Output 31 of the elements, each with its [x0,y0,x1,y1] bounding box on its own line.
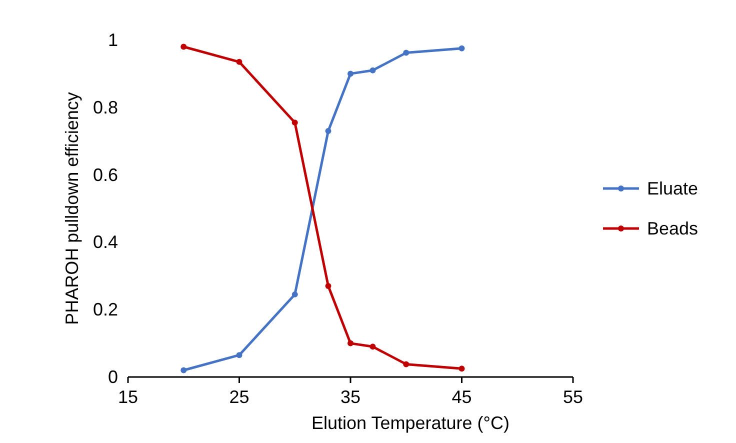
y-tick-label: 1 [108,30,118,50]
point [348,70,354,77]
point [292,120,298,126]
x-tick-label: 25 [229,387,250,407]
point [180,44,187,50]
y-tick-label: 0.6 [92,164,118,185]
legend-label: Beads [647,218,698,238]
legend-label: Eluate [647,178,698,198]
point [370,67,376,74]
point [403,361,410,368]
point [180,367,187,374]
point [370,344,376,350]
x-tick-label: 15 [118,387,138,407]
x-axis-title: Elution Temperature (°C) [312,413,510,433]
x-tick-label: 45 [452,387,472,407]
point [325,283,332,290]
point [236,352,242,358]
y-tick-label: 0.2 [92,300,118,320]
y-tick-label: 0.8 [92,97,118,118]
point [403,50,410,56]
point [458,45,465,52]
y-tick-label: 0.4 [92,232,118,252]
point [348,340,354,346]
y-tick-label: 0 [108,367,118,387]
point [292,291,298,298]
point [236,58,242,65]
point [458,366,465,372]
y-axis-title: PHAROH pulldown efficiency [62,92,82,325]
x-tick-label: 35 [340,387,361,407]
x-tick-label: 55 [562,387,584,407]
point [325,128,332,134]
